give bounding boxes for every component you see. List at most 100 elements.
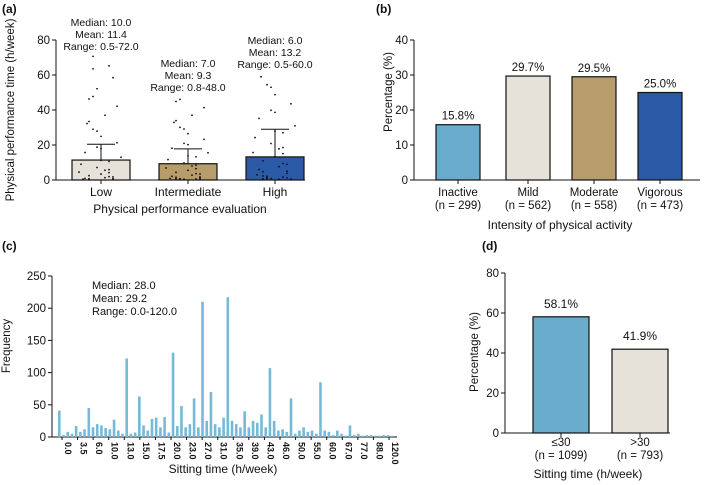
chart-a-point [100, 135, 102, 138]
chart-b-value-label: 25.0% [644, 79, 677, 91]
chart-b-value-label: 29.5% [578, 63, 611, 75]
chart-d-category-label: ≤30 [551, 437, 570, 449]
chart-a-point [195, 178, 197, 180]
chart-a-point [270, 86, 272, 89]
chart-b-bar [505, 75, 551, 181]
chart-a-point [82, 178, 84, 181]
chart-c-bar [373, 435, 377, 437]
chart-a-point [179, 98, 181, 101]
chart-c-bar [336, 430, 339, 437]
chart-c-bar [222, 417, 225, 437]
chart-c-bar [285, 431, 289, 437]
chart-c-bar [243, 411, 246, 437]
chart-a: Physical performance time (h/week) Physi… [5, 17, 313, 216]
chart-a-annotation: Median: 6.0 [248, 35, 303, 47]
chart-c-bar [213, 424, 217, 437]
chart-a-point [104, 176, 106, 179]
chart-c-bar [340, 433, 343, 437]
chart-c-bar [247, 427, 251, 437]
chart-a-point [191, 165, 193, 167]
chart-c-bar [234, 424, 238, 437]
chart-c-bar [167, 432, 171, 437]
chart-c-bar [323, 430, 326, 437]
chart-a-point [278, 178, 280, 181]
chart-a-point [179, 126, 181, 129]
chart-a-point [100, 173, 102, 175]
chart-a-point [254, 136, 256, 139]
chart-c-bar [104, 427, 107, 437]
chart-c-bar [226, 297, 230, 437]
chart-c-y-tick-label: 150 [27, 335, 46, 347]
chart-d-category-sublabel: (n = 793) [617, 450, 664, 462]
chart-c-x-tick-label: 10.0 [110, 442, 120, 460]
chart-c-bar [272, 420, 276, 437]
chart-c-bar [184, 427, 187, 437]
chart-c-bar [390, 435, 394, 437]
chart-d: Percentage (%) Sitting time (h/week) 0 20… [469, 268, 670, 481]
chart-a-annotation: Median: 10.0 [71, 17, 132, 29]
chart-a-point [195, 164, 197, 167]
chart-a-point [270, 142, 272, 145]
chart-a-point [278, 147, 280, 150]
chart-a-point [187, 169, 189, 172]
chart-a-point [112, 76, 114, 79]
chart-a-point [96, 87, 98, 90]
chart-c-bar [352, 435, 356, 437]
chart-a-point [191, 114, 193, 117]
chart-c-xlabel: Sitting time (h/week) [169, 462, 278, 476]
chart-c-bar [268, 368, 272, 437]
chart-c-x-tick-label: 15.0 [141, 442, 151, 460]
chart-a-y-tick-label: 0 [44, 175, 50, 187]
chart-a-point [274, 111, 276, 114]
chart-a-point [290, 102, 292, 105]
chart-c-bar [95, 424, 99, 437]
chart-a-annotation: Range: 0.5-72.0 [63, 41, 138, 53]
chart-d-y-tick-label: 80 [486, 268, 499, 280]
chart-a-point [78, 171, 80, 173]
chart-a-point [203, 138, 205, 141]
chart-a-point [290, 178, 292, 180]
chart-c-bar [154, 417, 158, 437]
panel-label-c: (c) [2, 239, 17, 253]
chart-a-point [187, 143, 189, 146]
chart-a-point [282, 162, 284, 165]
chart-c-bar [121, 433, 124, 437]
chart-c-y-tick-label: 250 [27, 271, 46, 283]
chart-b-category-label: Inactive [438, 187, 478, 199]
chart-c-x-tick-label: 0.0 [63, 442, 73, 455]
chart-a-point [266, 176, 268, 179]
chart-d-ylabel: Percentage (%) [469, 312, 481, 392]
chart-c-bar [277, 430, 280, 437]
chart-a-point [183, 178, 185, 181]
chart-a-point [270, 177, 272, 180]
chart-c-bar [365, 435, 369, 437]
chart-a-point [270, 109, 272, 112]
chart-c-x-tick-label: 120.0 [390, 442, 400, 465]
chart-a-point [104, 169, 106, 172]
chart-c-bar [251, 420, 255, 437]
chart-b-category-sublabel: (n = 558) [571, 200, 618, 212]
chart-c-bar [281, 429, 284, 437]
chart-c-x-tick-label: 46.0 [281, 442, 291, 460]
chart-c-bar [331, 435, 335, 437]
chart-c-annotation: Median: 28.0 [92, 280, 156, 292]
panel-label-d: (d) [482, 239, 497, 253]
chart-b-value-label: 29.7% [512, 62, 545, 74]
chart-c-x-tick-label: 60.0 [328, 442, 338, 460]
chart-d-category-label: >30 [630, 437, 650, 449]
chart-a-point [86, 122, 88, 125]
chart-a-category-label: High [263, 185, 288, 199]
chart-a-point [191, 174, 193, 177]
chart-a-point [84, 151, 86, 154]
chart-c-annotation: Mean: 29.2 [92, 293, 147, 305]
chart-a-point [165, 167, 167, 169]
chart-c-bar [319, 382, 322, 437]
chart-c-bar [108, 429, 112, 437]
chart-c-bar [239, 427, 242, 437]
chart-a-point [108, 171, 110, 174]
chart-c-bar [192, 398, 196, 437]
chart-a-point [179, 178, 181, 180]
chart-a-y-tick-label: 80 [37, 35, 50, 47]
chart-d-bar [532, 316, 590, 434]
chart-a-point [112, 178, 114, 180]
